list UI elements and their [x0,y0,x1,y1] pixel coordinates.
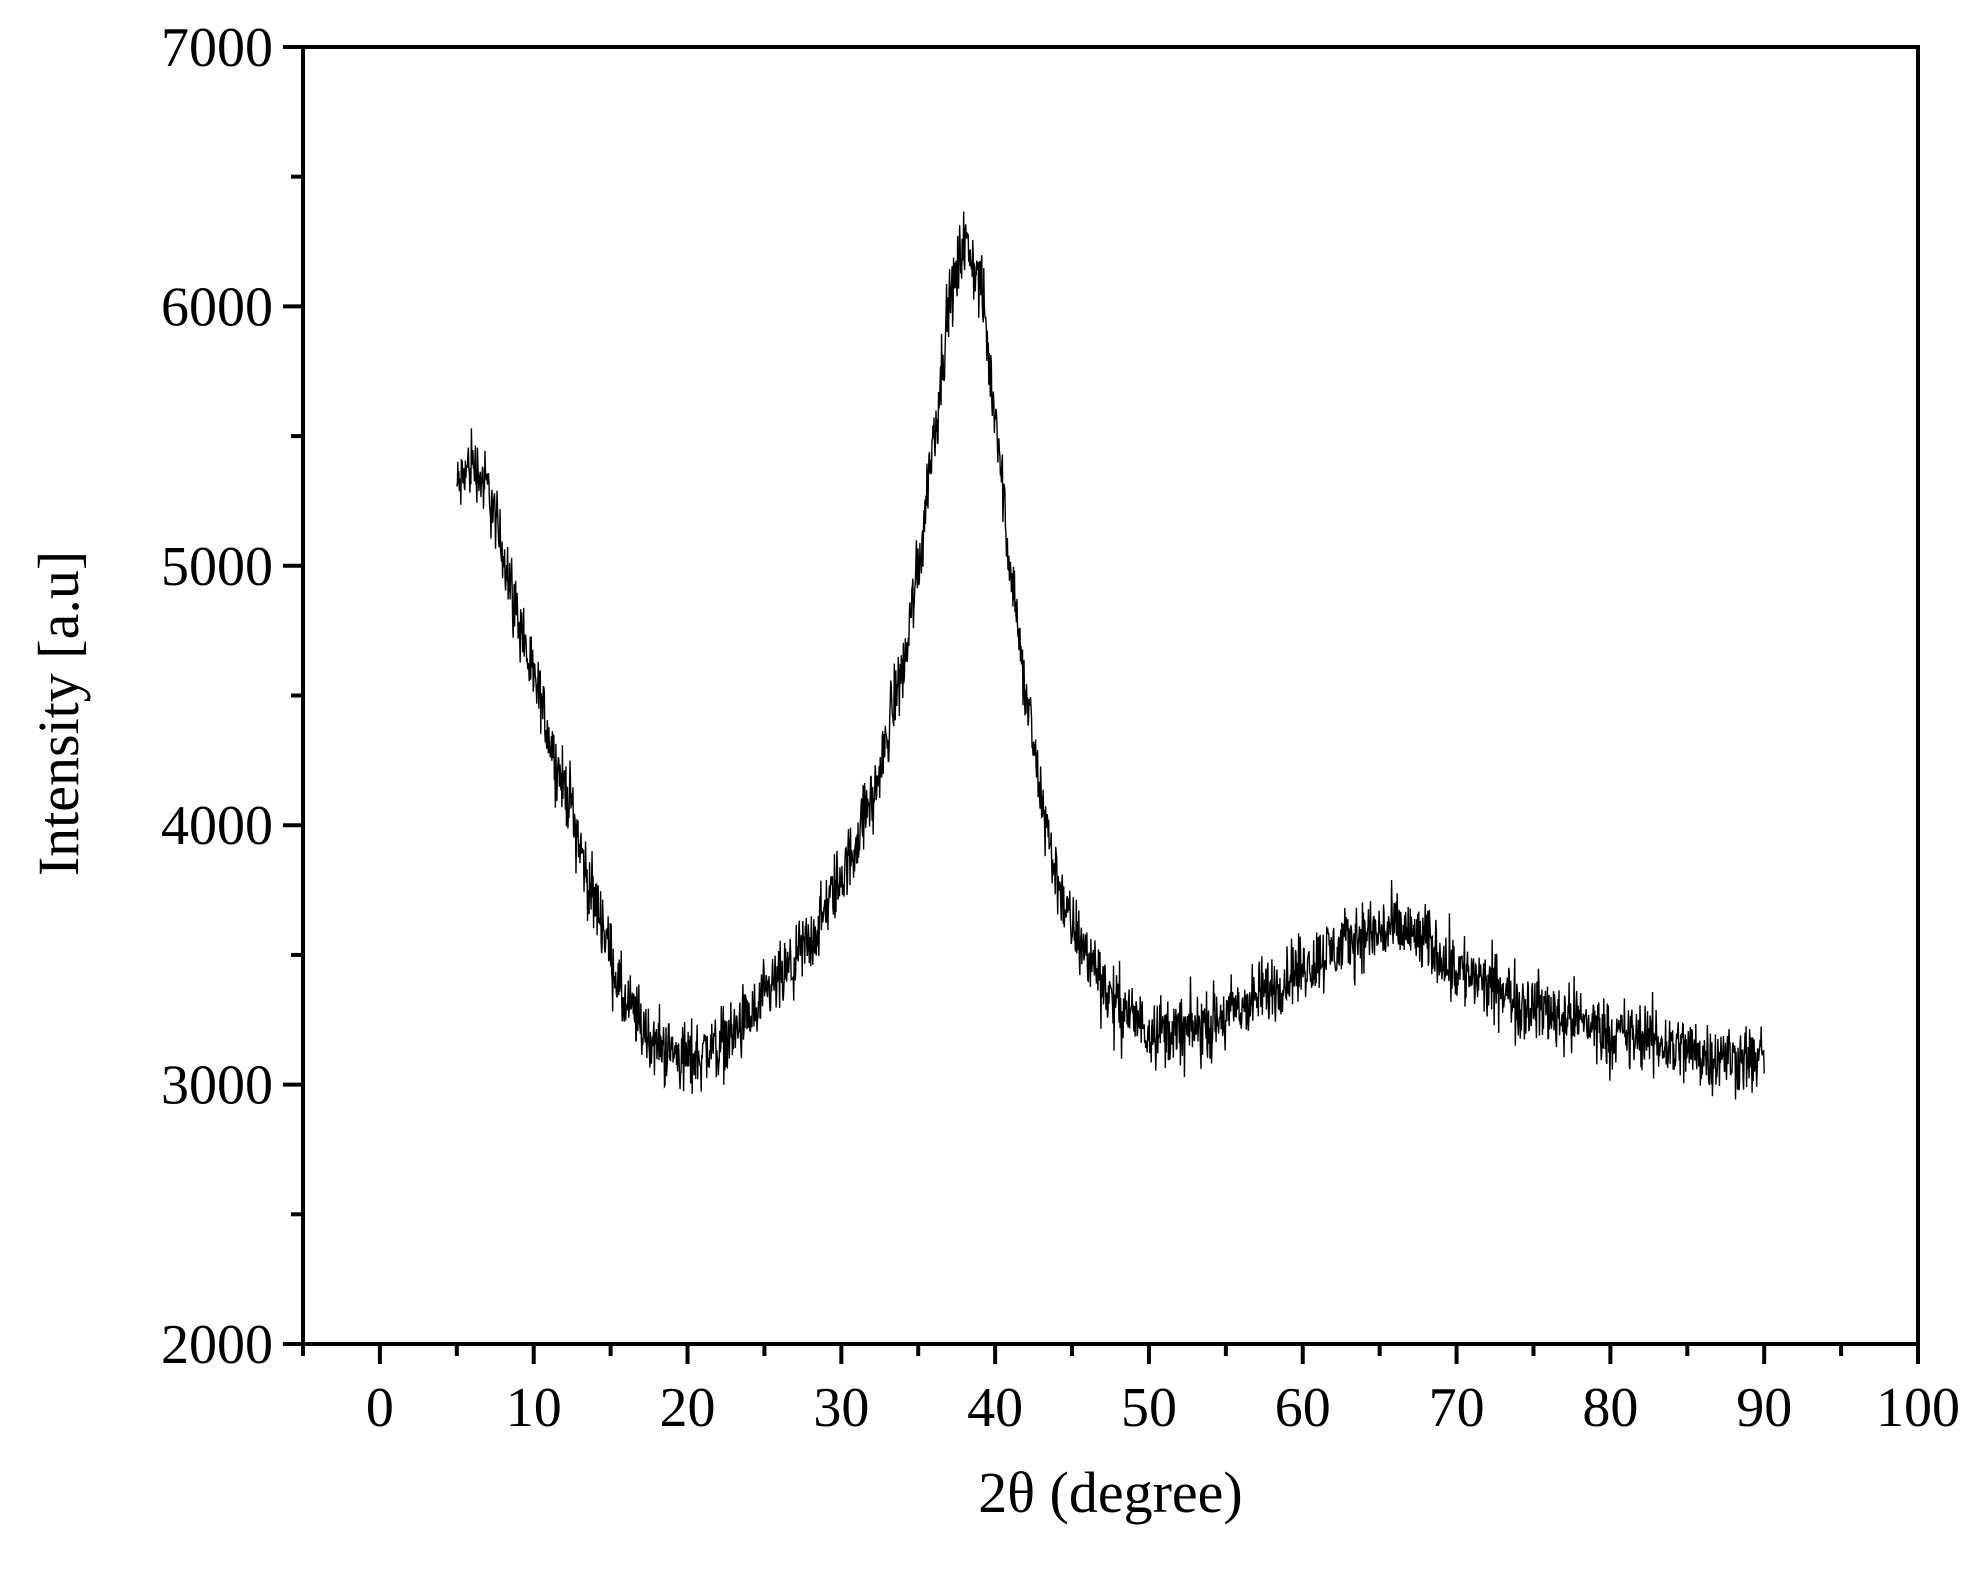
y-tick-label: 7000 [161,17,273,79]
x-tick-label: 0 [366,1377,394,1439]
x-tick-label: 20 [660,1377,716,1439]
y-tick-label: 6000 [161,276,273,338]
series-line-intensity [456,211,1765,1100]
y-tick-label: 3000 [161,1055,273,1117]
labels-layer: 0 10 20 30 40 50 60 70 80 90 100 2000 3000 4000 5000 60… [161,17,1960,1439]
x-tick-label: 30 [813,1377,869,1439]
plot-frame [301,45,1920,1346]
x-tick-label: 40 [967,1377,1023,1439]
x-tick-label: 10 [506,1377,562,1439]
x-tick-label: 90 [1736,1377,1792,1439]
ticks-layer [283,45,1920,1364]
x-axis-label: 2θ (degree) [978,1460,1242,1525]
x-tick-label: 70 [1429,1377,1485,1439]
y-tick-label: 5000 [161,536,273,598]
x-tick-label: 50 [1121,1377,1177,1439]
x-tick-label: 100 [1876,1377,1960,1439]
x-tick-label: 80 [1582,1377,1638,1439]
y-tick-label: 2000 [161,1314,273,1376]
y-tick-label: 4000 [161,795,273,857]
x-tick-label: 60 [1275,1377,1331,1439]
y-axis-label: Intensity [a.u] [26,551,91,876]
